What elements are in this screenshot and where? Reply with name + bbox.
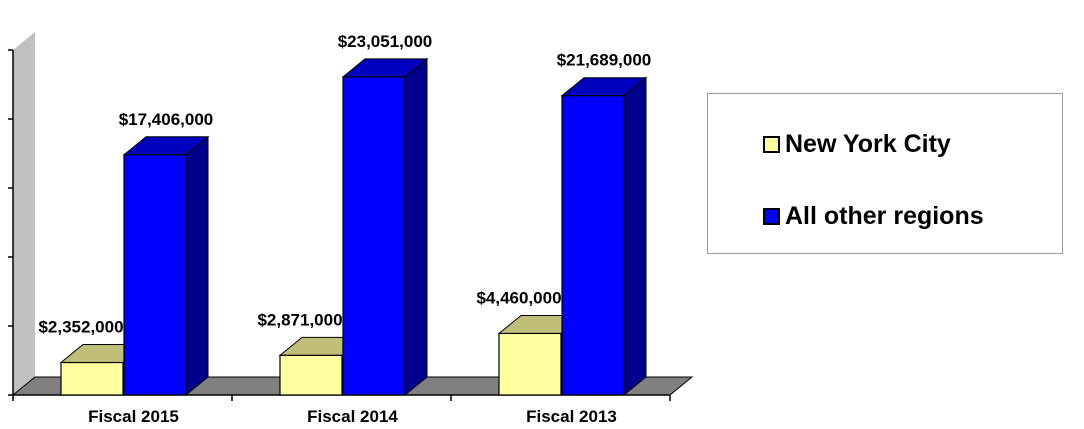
bar-all-other-regions-fiscal-2015-side [185,135,209,397]
bar-all-other-regions-fiscal-2013-side [623,76,647,397]
x-tick-label-fiscal-2013: Fiscal 2013 [526,407,617,426]
legend: New York City All other regions [707,93,1063,254]
legend-label-new-york-city: New York City [785,130,951,158]
data-label-all-other-regions-fiscal-2013: $21,689,000 [557,51,652,70]
data-label-new-york-city-fiscal-2014: $2,871,000 [257,310,342,329]
bar-all-other-regions-fiscal-2014 [342,76,406,396]
bar-all-other-regions-fiscal-2014-side [404,57,428,397]
bar-all-other-regions-fiscal-2013 [561,95,625,396]
legend-item-new-york-city: New York City [763,130,951,159]
bar-all-other-regions-fiscal-2015 [123,154,187,396]
data-label-new-york-city-fiscal-2013: $4,460,000 [476,288,561,307]
legend-item-all-other-regions: All other regions [763,202,984,231]
bar-new-york-city-fiscal-2015 [60,361,124,396]
bars-layer [59,57,648,397]
data-label-new-york-city-fiscal-2015: $2,352,000 [38,318,123,337]
x-tick-label-fiscal-2014: Fiscal 2014 [307,407,398,426]
x-tick-label-fiscal-2015: Fiscal 2015 [88,407,179,426]
bar-new-york-city-fiscal-2014 [279,354,343,396]
legend-swatch-all-other-regions [763,208,780,225]
bar-new-york-city-fiscal-2013 [498,332,562,396]
labels-layer: $2,352,000 $17,406,000 Fiscal 2015 $2,871,0… [38,32,651,426]
data-label-all-other-regions-fiscal-2015: $17,406,000 [119,110,214,129]
legend-swatch-new-york-city [763,136,780,153]
data-label-all-other-regions-fiscal-2014: $23,051,000 [338,32,433,51]
legend-label-all-other-regions: All other regions [785,202,984,230]
side-wall [13,32,35,395]
